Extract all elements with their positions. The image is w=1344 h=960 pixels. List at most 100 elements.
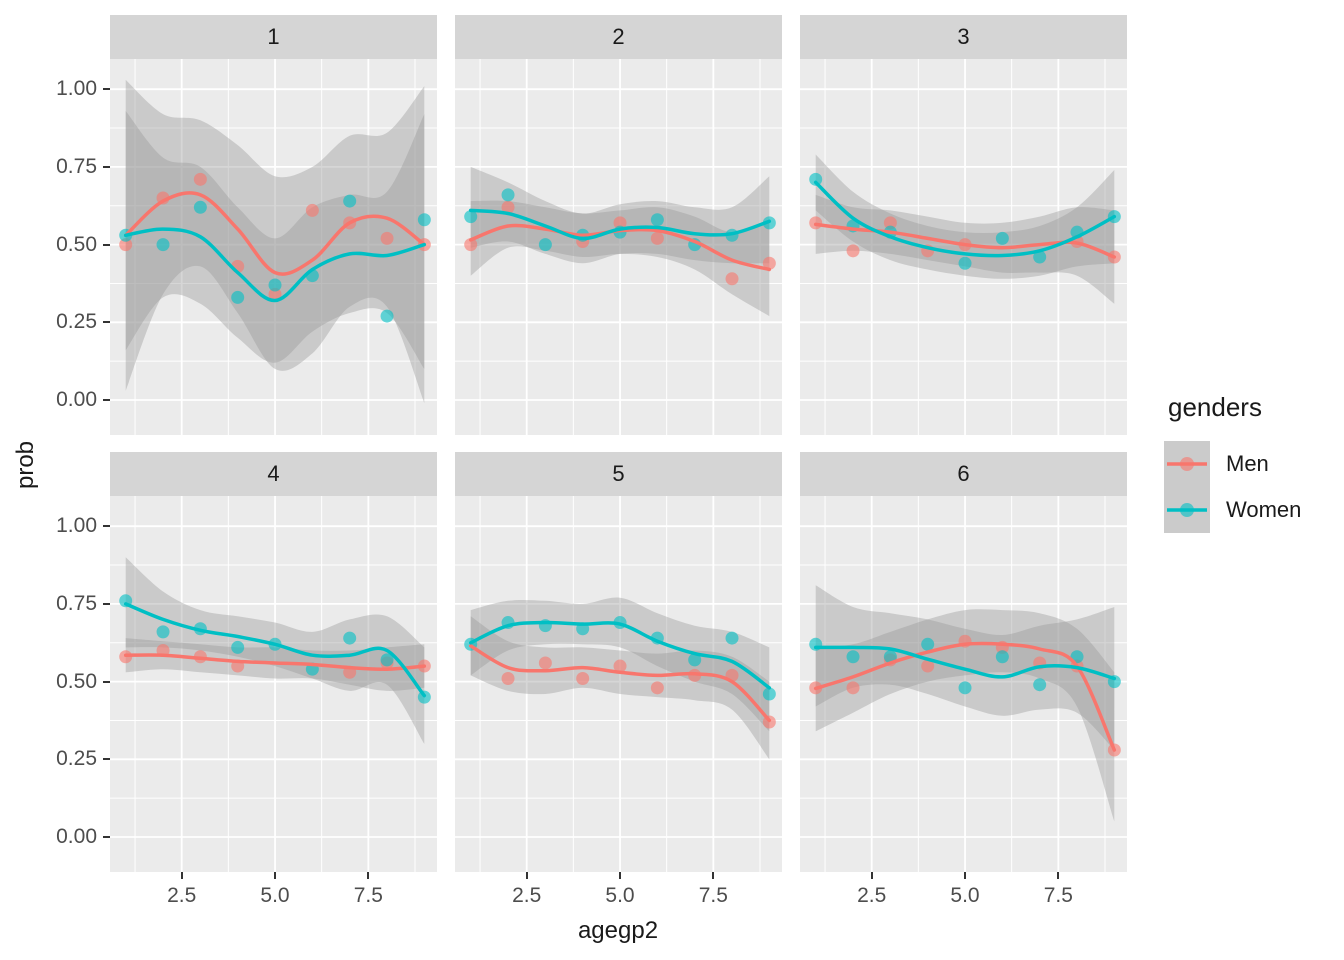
facet-strip-5: 5	[455, 452, 782, 496]
x-axis-tick-label: 5.0	[260, 884, 290, 907]
facet-strip-label: 6	[957, 461, 970, 486]
data-point-women	[538, 238, 552, 252]
data-point-men	[762, 256, 776, 270]
data-point-men	[650, 681, 664, 695]
data-point-women	[231, 640, 245, 654]
x-axis-tick-mark	[274, 872, 277, 879]
facet-strip-label: 4	[267, 461, 280, 486]
facet-strip-label: 3	[957, 24, 970, 49]
data-point-women	[1033, 250, 1047, 264]
data-point-men	[119, 238, 133, 252]
data-point-men	[305, 203, 319, 217]
data-point-women	[231, 290, 245, 304]
legend-entry-men: Men	[1164, 441, 1342, 487]
facet-panel-4	[110, 496, 437, 872]
data-point-women	[156, 625, 170, 639]
y-axis-tick-mark	[103, 399, 110, 401]
smooth-line-men	[123, 653, 427, 671]
smooth-line-women	[123, 227, 427, 303]
smooth-line-women	[468, 208, 772, 241]
data-point-men	[846, 244, 860, 258]
facet-strip-4: 4	[110, 452, 437, 496]
data-point-men	[613, 659, 627, 673]
confidence-ribbon-women	[815, 154, 1115, 279]
data-point-women	[464, 210, 478, 224]
data-point-women	[501, 188, 515, 202]
data-point-women	[268, 278, 282, 292]
data-point-men	[883, 216, 897, 230]
smooth-line-men	[123, 191, 427, 276]
x-axis-tick-label: 7.5	[698, 884, 728, 907]
facet-panel-1	[110, 59, 437, 435]
y-axis-tick-mark	[103, 243, 110, 246]
x-axis-tick-mark	[712, 872, 715, 879]
y-axis-tick-mark	[103, 165, 110, 168]
y-axis-tick-mark	[103, 88, 110, 91]
y-axis-tick-mark	[103, 758, 110, 761]
x-axis-tick-label: 7.5	[1043, 884, 1073, 907]
data-point-men	[725, 272, 739, 286]
data-point-women	[1033, 678, 1047, 692]
x-axis-tick-mark	[180, 872, 183, 879]
smooth-line-men	[468, 644, 772, 723]
facet-strip-label: 5	[612, 461, 625, 486]
x-axis-tick-mark	[1057, 872, 1060, 879]
data-point-men	[921, 659, 935, 673]
x-axis-tick-label: 5.0	[950, 884, 980, 907]
facet-strip-2: 2	[455, 15, 782, 59]
data-point-women	[193, 200, 207, 214]
x-axis-tick-mark	[870, 872, 873, 879]
data-point-women	[958, 681, 972, 695]
data-point-women	[846, 650, 860, 664]
x-axis-tick-mark	[619, 872, 622, 879]
legend-entries: Men Women	[1164, 441, 1342, 533]
data-point-women	[380, 309, 394, 323]
legend-key-women-icon	[1164, 487, 1210, 533]
data-point-men	[650, 231, 664, 245]
facet-panel-2	[455, 59, 782, 435]
facet-strip-1: 1	[110, 15, 437, 59]
facet-strip-3: 3	[800, 15, 1127, 59]
y-axis-tick-mark	[103, 321, 110, 324]
facet-strip-label: 1	[267, 24, 280, 49]
legend-key-point	[1180, 457, 1194, 471]
x-axis-tick-label: 2.5	[857, 884, 887, 907]
x-axis-tick-mark	[525, 872, 528, 879]
data-point-men	[464, 238, 478, 252]
y-axis-tick-label: 0.75	[56, 591, 97, 615]
confidence-ribbon-men	[125, 79, 425, 404]
y-axis-tick-mark	[103, 525, 110, 528]
data-point-men	[380, 231, 394, 245]
x-axis-tick-label: 2.5	[512, 884, 542, 907]
y-axis-tick-label: 0.50	[56, 669, 97, 693]
smooth-line-women	[468, 620, 772, 690]
data-point-women	[156, 238, 170, 252]
smooth-line-women	[813, 180, 1117, 258]
data-point-men	[501, 671, 515, 685]
y-axis-tick-label: 0.25	[56, 747, 97, 771]
data-point-men	[538, 656, 552, 670]
x-axis-title: agegp2	[577, 917, 659, 944]
facet-strip-label: 2	[612, 24, 625, 49]
legend-label: Women	[1226, 497, 1302, 522]
data-point-women	[958, 256, 972, 270]
data-point-men	[501, 200, 515, 214]
data-point-women	[995, 231, 1009, 245]
y-axis-tick-mark	[103, 602, 110, 605]
smooth-line-women	[123, 602, 427, 698]
data-point-men	[846, 681, 860, 695]
y-axis-tick-mark	[103, 680, 110, 683]
data-point-women	[343, 194, 357, 208]
facet-panel-5	[455, 496, 782, 872]
x-axis-tick-label: 7.5	[353, 884, 383, 907]
y-axis-tick-label: 0.75	[56, 154, 97, 178]
y-axis-tick-label: 1.00	[56, 514, 97, 538]
legend: genders Men Women	[1164, 392, 1342, 533]
data-point-women	[343, 631, 357, 645]
data-point-women	[650, 213, 664, 227]
facet-panel-6	[800, 496, 1127, 872]
data-point-women	[417, 213, 431, 227]
smooth-line-men	[813, 641, 1117, 752]
data-point-women	[380, 653, 394, 667]
data-point-women	[995, 650, 1009, 664]
